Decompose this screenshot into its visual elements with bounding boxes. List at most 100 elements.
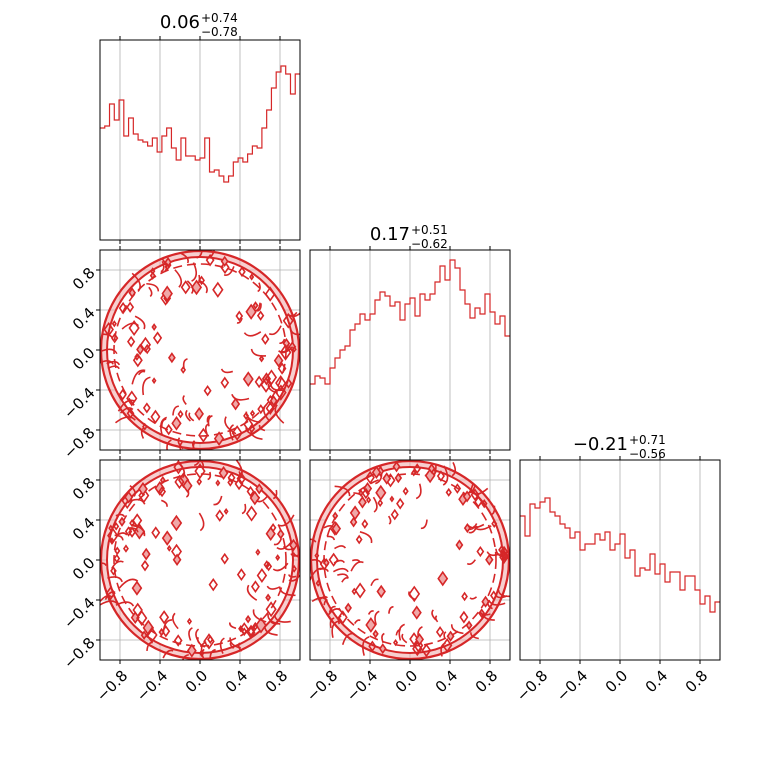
- contour-blob: [218, 465, 229, 481]
- contour-line: [486, 551, 500, 557]
- contour-blob: [366, 496, 372, 504]
- contour-blob: [276, 528, 285, 540]
- contour-blob: [250, 580, 260, 594]
- contour-line: [243, 331, 262, 337]
- contour-blob: [215, 479, 221, 487]
- contour-blob: [171, 415, 182, 431]
- contour-line: [472, 525, 492, 531]
- contour-blob: [289, 538, 298, 552]
- y-tick-label: 0.8: [69, 264, 99, 294]
- contour-line: [198, 279, 208, 294]
- contour-line: [469, 596, 478, 600]
- contour-line: [188, 412, 195, 422]
- contour-blob: [390, 508, 399, 521]
- contour-blob: [123, 544, 129, 553]
- contour-blob: [377, 498, 384, 508]
- contour-blob: [238, 266, 246, 278]
- title-1-plus: +0.51: [411, 223, 448, 237]
- contour-line: [115, 532, 128, 537]
- contour-blob: [118, 301, 128, 315]
- contour-region: [100, 460, 300, 660]
- contour-line: [229, 424, 234, 441]
- contour-line: [290, 553, 300, 557]
- contour-blob: [269, 523, 277, 533]
- contour-line: [310, 559, 323, 565]
- contour-line: [470, 487, 489, 495]
- contour-blob: [332, 511, 339, 521]
- contour-line: [341, 577, 349, 583]
- contour-line: [387, 515, 392, 525]
- contour-line: [192, 441, 196, 450]
- contour-blob: [499, 545, 509, 558]
- contour-blob: [263, 560, 270, 570]
- contour-line: [180, 252, 189, 264]
- title-2: −0.21 +0.71 −0.56: [573, 433, 666, 461]
- contour-blob: [111, 320, 117, 328]
- contour-line: [372, 496, 378, 513]
- contour-blob: [207, 634, 214, 645]
- contour-blob: [151, 377, 157, 385]
- contour-blob: [349, 516, 358, 528]
- contour-line: [274, 404, 285, 424]
- contour-line: [185, 409, 191, 422]
- axes-frame: [309, 249, 511, 451]
- contour-blob: [315, 579, 321, 587]
- contour-line: [194, 460, 201, 467]
- contour-line: [174, 269, 183, 288]
- contour-blob: [161, 285, 173, 302]
- histogram-step-line: [520, 497, 720, 613]
- contour-line: [219, 637, 225, 654]
- contour-blob: [462, 490, 472, 503]
- contour-line: [131, 523, 146, 537]
- contour-blob: [180, 365, 187, 374]
- contour-blob: [131, 580, 143, 596]
- contour-blob: [396, 497, 405, 510]
- contour-line: [172, 405, 179, 416]
- contour-line: [334, 485, 351, 497]
- contour-line: [100, 600, 119, 606]
- x-tick-label: 0.8: [262, 667, 292, 697]
- contour-blob: [141, 547, 151, 561]
- contour-blob: [411, 605, 422, 620]
- contour-line: [266, 585, 280, 590]
- contour-blob: [149, 271, 156, 280]
- contour-blob: [314, 552, 320, 560]
- contour-line: [250, 348, 267, 357]
- axes-frame: [99, 249, 301, 451]
- contour-blob: [173, 634, 183, 647]
- contour-blob: [275, 384, 287, 401]
- contour-blob: [114, 546, 121, 556]
- contour-line: [207, 471, 212, 481]
- contour-line: [182, 395, 187, 405]
- contour-blob: [254, 375, 264, 389]
- contour-blob: [150, 409, 161, 424]
- contour-line: [160, 499, 168, 508]
- contour-blob: [146, 626, 158, 644]
- contour-blob: [159, 475, 166, 485]
- contour-line: [319, 568, 329, 572]
- contour-blob: [215, 509, 225, 522]
- contour-blob: [168, 352, 176, 364]
- contour-blob: [136, 343, 145, 356]
- contour-line: [237, 471, 241, 479]
- contour-blob: [236, 568, 246, 582]
- contour-line: [102, 333, 114, 341]
- contour-blob: [453, 483, 462, 494]
- contour-line: [468, 525, 478, 534]
- contour-blob: [491, 519, 498, 528]
- contour-line: [443, 631, 447, 639]
- contour-blob: [182, 478, 193, 494]
- contour-line: [196, 250, 203, 259]
- contour-blob: [130, 611, 140, 625]
- contour-line: [235, 460, 243, 480]
- contour-line: [220, 368, 234, 374]
- y-tick-label: −0.8: [60, 634, 98, 672]
- contour-blob: [455, 539, 464, 551]
- contour-blob: [485, 553, 494, 566]
- contour-blob: [245, 614, 252, 624]
- contour-line: [334, 545, 347, 550]
- contour-blob: [256, 310, 265, 321]
- y-tick-label: −0.4: [60, 384, 98, 422]
- contour-blob: [408, 585, 421, 603]
- contour-line: [241, 503, 247, 515]
